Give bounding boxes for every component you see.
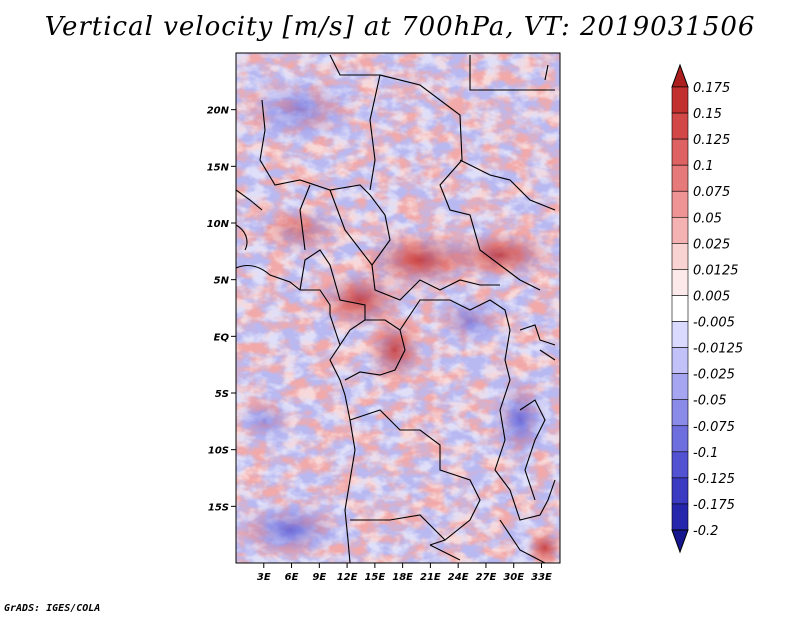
longitude-axis: 3E 6E 9E 12E 15E 18E 21E 24E 27E 30E 33E [257,563,552,583]
lon-tick-label: 30E [503,572,524,583]
lat-tick-label: 20N [207,106,230,117]
colorbar-label: -0.125 [693,472,735,487]
colorbar-label: -0.1 [693,446,718,461]
colorbar-label: 0.005 [693,289,730,304]
lat-tick-label: 10S [208,446,229,457]
colorbar-max-arrow [671,63,689,88]
colorbar-swatch [671,216,689,244]
colorbar-swatch [671,503,689,531]
map-frame [235,52,561,564]
lon-tick-label: 15E [364,572,385,583]
lon-tick-label: 24E [448,572,469,583]
velocity-field [236,53,560,563]
lat-tick-label: 5S [215,389,229,400]
lon-tick-label: 27E [476,572,497,583]
colorbar-min-arrow [671,529,689,554]
colorbar-label: -0.025 [693,368,735,383]
lat-tick-label: 15N [207,162,230,173]
colorbar-swatch [671,138,689,166]
colorbar-swatch [671,190,689,218]
colorbar-swatch [671,477,689,505]
colorbar-swatch [671,164,689,192]
colorbar-label: 0.125 [693,133,730,148]
colorbar-swatch [671,243,689,270]
colorbar-label: -0.075 [693,420,735,435]
colorbar-swatch [671,425,689,453]
lon-tick-label: 6E [285,572,299,583]
lon-tick-label: 3E [257,572,271,583]
lon-tick-label: 33E [531,572,552,583]
colorbar-swatch [671,321,689,348]
latitude-axis: 20N 15N 10N 5N EQ 5S 10S 15S [207,106,236,513]
lat-tick-label: 5N [214,276,230,287]
country-boundaries [236,54,556,563]
colorbar-label: 0.025 [693,237,730,252]
colorbar-label: -0.05 [693,394,727,409]
colorbar-swatch [671,269,689,296]
lat-tick-label: 15S [208,502,229,513]
colorbar-label: 0.0125 [693,263,739,278]
colorbar-swatch [671,86,689,114]
colorbar-label: -0.005 [693,316,735,331]
colorbar-label: 0.15 [693,107,722,122]
colorbar-label: 0.05 [693,211,722,226]
colorbar-label: 0.075 [693,185,730,200]
colorbar-swatch [671,399,689,427]
lon-tick-label: 18E [392,572,413,583]
lon-tick-label: 21E [420,572,441,583]
lon-tick-label: 9E [312,572,326,583]
lat-tick-label: EQ [214,332,230,343]
colorbar-label: 0.175 [693,81,730,96]
colorbar: 0.175 0.15 0.125 0.1 0.075 0.05 0.025 0.0125 0.0… [671,63,743,554]
lat-tick-label: 10N [207,219,230,230]
colorbar-swatch [671,373,689,401]
colorbar-swatch [671,347,689,374]
lon-tick-label: 12E [337,572,358,583]
colorbar-swatch [671,295,689,322]
colorbar-label: -0.175 [693,498,735,513]
colorbar-swatch [671,112,689,140]
colorbar-label: -0.0125 [693,342,743,357]
colorbar-label: 0.1 [693,159,714,174]
colorbar-swatch [671,451,689,479]
footer-credit: GrADS: IGES/COLA [4,603,101,614]
chart-title: Vertical velocity [m/s] at 700hPa, VT: 2… [44,12,756,42]
colorbar-label: -0.2 [693,524,718,539]
